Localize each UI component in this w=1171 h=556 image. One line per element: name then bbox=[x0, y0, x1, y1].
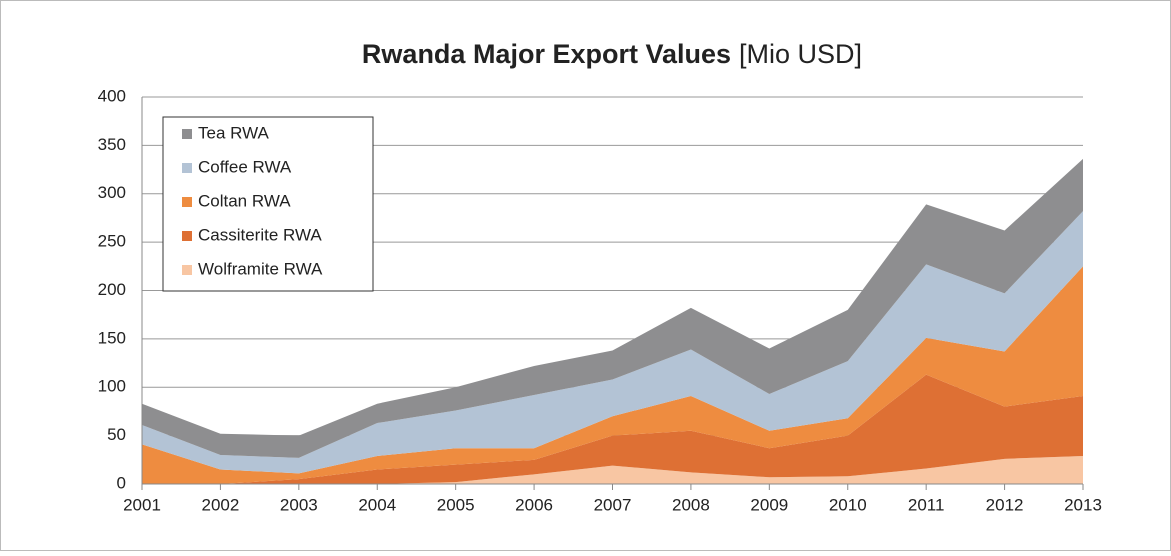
y-tick-label: 350 bbox=[98, 135, 126, 154]
y-tick-label: 400 bbox=[98, 86, 126, 105]
legend-label: Coltan RWA bbox=[198, 191, 291, 210]
x-tick-label: 2002 bbox=[202, 495, 240, 514]
y-tick-label: 250 bbox=[98, 232, 126, 251]
area bbox=[142, 455, 1083, 484]
x-tick-label: 2003 bbox=[280, 495, 318, 514]
x-tick-label: 2012 bbox=[986, 495, 1024, 514]
subtitle: [Mio USD] bbox=[739, 39, 862, 69]
y-tick-label: 300 bbox=[98, 183, 126, 202]
x-tick-label: 2009 bbox=[750, 495, 788, 514]
x-tick-label: 2013 bbox=[1064, 495, 1102, 514]
legend-swatch bbox=[182, 197, 192, 207]
x-tick-label: 2001 bbox=[123, 495, 161, 514]
x-tick-label: 2005 bbox=[437, 495, 475, 514]
x-tick-label: 2008 bbox=[672, 495, 710, 514]
x-tick-label: 2010 bbox=[829, 495, 867, 514]
legend-swatch bbox=[182, 265, 192, 275]
legend-label: Cassiterite RWA bbox=[198, 225, 322, 244]
legend-label: Tea RWA bbox=[198, 123, 270, 142]
legend-swatch bbox=[182, 231, 192, 241]
y-tick-label: 0 bbox=[117, 473, 126, 492]
legend-swatch bbox=[182, 129, 192, 139]
x-tick-label: 2006 bbox=[515, 495, 553, 514]
area bbox=[142, 211, 1083, 474]
legend-label: Coffee RWA bbox=[198, 157, 292, 176]
y-tick-label: 100 bbox=[98, 377, 126, 396]
area bbox=[142, 266, 1083, 484]
x-tick-label: 2004 bbox=[358, 495, 396, 514]
y-tick-label: 150 bbox=[98, 328, 126, 347]
legend bbox=[162, 116, 374, 292]
y-tick-label: 200 bbox=[98, 280, 126, 299]
chart-title: Rwanda Major Export Values [Mio USD] bbox=[362, 39, 862, 69]
x-tick-label: 2007 bbox=[594, 495, 632, 514]
legend-swatch bbox=[182, 163, 192, 173]
title: Rwanda Major Export Values bbox=[362, 39, 731, 69]
x-tick-label: 2011 bbox=[908, 495, 945, 514]
area bbox=[142, 374, 1083, 484]
y-tick-label: 50 bbox=[107, 425, 126, 444]
legend-label: Wolframite RWA bbox=[198, 259, 323, 278]
